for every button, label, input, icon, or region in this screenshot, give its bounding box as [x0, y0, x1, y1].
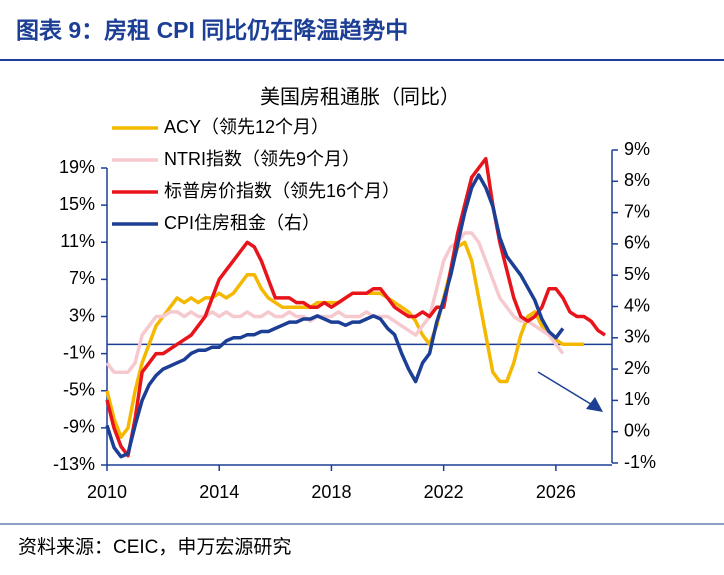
series-line: [105, 173, 565, 459]
y2-tick-label: 4%: [624, 295, 650, 315]
legend-label: NTRI指数（领先9个月）: [164, 149, 360, 169]
y-tick-label: -5%: [63, 380, 95, 400]
series-line: [105, 231, 565, 374]
x-tick-label: 2014: [199, 482, 239, 502]
y2-tick-label: 7%: [624, 201, 650, 221]
legend-label: ACY（领先12个月）: [164, 117, 329, 137]
chart-title: 美国房租通胀（同比）: [260, 85, 460, 108]
y-tick-label: -1%: [63, 342, 95, 362]
y2-tick-label: 8%: [624, 170, 650, 190]
y2-tick-label: 0%: [624, 420, 650, 440]
y2-tick-label: 5%: [624, 264, 650, 284]
source-note: 资料来源：CEIC，申万宏源研究: [18, 536, 291, 558]
y2-tick-label: -1%: [624, 452, 656, 472]
y-tick-label: 7%: [69, 268, 95, 288]
y2-tick-label: 9%: [624, 139, 650, 159]
header-title: 图表 9：房租 CPI 同比仍在降温趋势中: [16, 17, 408, 43]
series-line: [105, 240, 584, 439]
y2-tick-label: 2%: [624, 358, 650, 378]
series-line: [105, 156, 606, 458]
y2-tick-label: 6%: [624, 233, 650, 253]
legend-label: 标普房价指数（领先16个月）: [164, 181, 400, 201]
y-tick-label: -13%: [53, 454, 95, 474]
y-tick-label: 3%: [69, 305, 95, 325]
x-tick-label: 2022: [424, 482, 464, 502]
y-tick-label: 15%: [59, 194, 95, 214]
y2-tick-label: 3%: [624, 327, 650, 347]
legend-label: CPI住房租金（右）: [164, 213, 320, 233]
trend-arrow: [537, 371, 595, 407]
y-tick-label: 11%: [60, 231, 95, 251]
y-tick-label: -9%: [63, 417, 95, 437]
x-tick-label: 2010: [87, 482, 127, 502]
x-tick-label: 2026: [536, 482, 576, 502]
arrow-head: [586, 397, 603, 412]
y2-tick-label: 1%: [624, 389, 650, 409]
y-tick-label: 19%: [59, 157, 95, 177]
x-tick-label: 2018: [311, 482, 351, 502]
